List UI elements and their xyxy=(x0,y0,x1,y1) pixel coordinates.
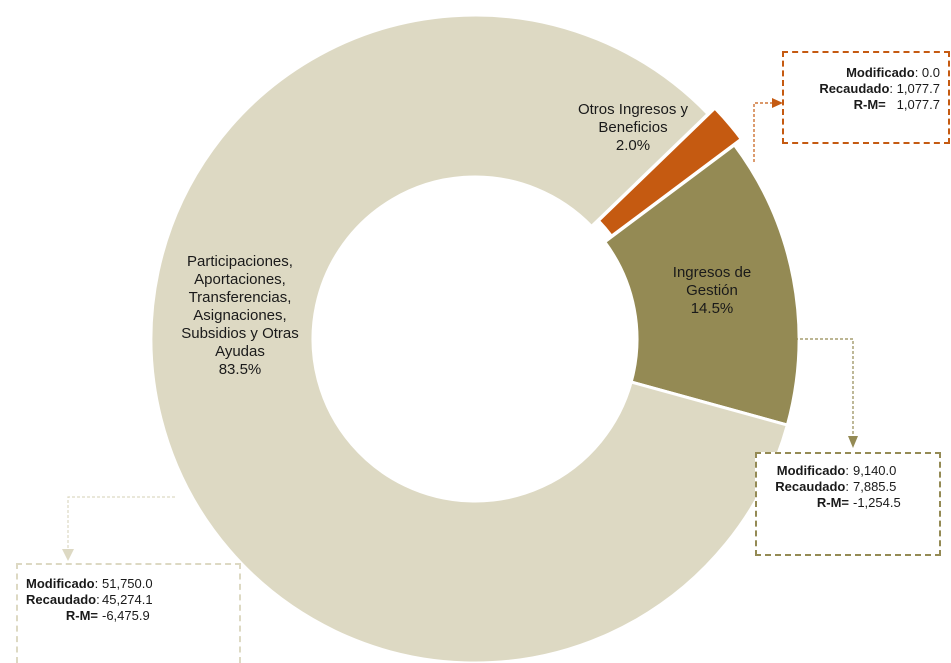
recaudado-label: Recaudado xyxy=(775,479,846,494)
label-participaciones: Participaciones, Aportaciones, Transferenc… xyxy=(181,253,299,378)
recaudado-value: 1,077.7 xyxy=(896,81,940,96)
connector-participaciones-arrow xyxy=(62,549,74,561)
connector-gestion xyxy=(795,338,854,436)
callout-connectors xyxy=(62,98,858,561)
modificado-value: 9,140.0 xyxy=(853,463,897,478)
connector-otros xyxy=(753,102,773,162)
callout-ingresos-gestion: Modificado: 9,140.0 Recaudado: 7,885.5 R-M… xyxy=(755,452,941,556)
rm-label: R-M= xyxy=(65,608,98,623)
recaudado-label: Recaudado xyxy=(819,81,890,96)
modificado-label: Modificado xyxy=(26,576,95,591)
rm-value: -1,254.5 xyxy=(853,495,901,510)
connector-otros-arrow xyxy=(772,98,783,108)
label-ingresos-gestion: Ingresos de Gestión 14.5% xyxy=(673,264,751,317)
modificado-label: Modificado xyxy=(846,65,915,80)
connector-gestion-arrow xyxy=(848,436,858,448)
rm-label: R-M= xyxy=(853,97,886,112)
rm-label: R-M= xyxy=(816,495,849,510)
callout-participaciones: Modificado: 51,750.0 Recaudado: 45,274.1 R… xyxy=(16,563,241,663)
recaudado-value: 7,885.5 xyxy=(853,479,897,494)
slice-ingresos-gestion xyxy=(602,142,801,427)
modificado-value: 0.0 xyxy=(921,65,940,80)
slice-participaciones xyxy=(149,13,790,663)
modificado-label: Modificado xyxy=(776,463,846,478)
slice-labels: Otros Ingresos y Beneficios 2.0% Ingresos d… xyxy=(181,101,751,378)
rm-value: 1,077.7 xyxy=(896,97,940,112)
modificado-value: 51,750.0 xyxy=(102,576,153,591)
connector-participaciones xyxy=(67,496,175,550)
recaudado-label: Recaudado xyxy=(26,592,97,607)
callout-otros-ingresos: Modificado: 0.0 Recaudado: 1,077.7 R-M= … xyxy=(782,51,950,144)
rm-value: -6,475.9 xyxy=(102,608,150,623)
recaudado-value: 45,274.1 xyxy=(102,592,153,607)
donut-slices xyxy=(149,13,801,663)
label-otros-ingresos: Otros Ingresos y Beneficios 2.0% xyxy=(578,101,689,154)
